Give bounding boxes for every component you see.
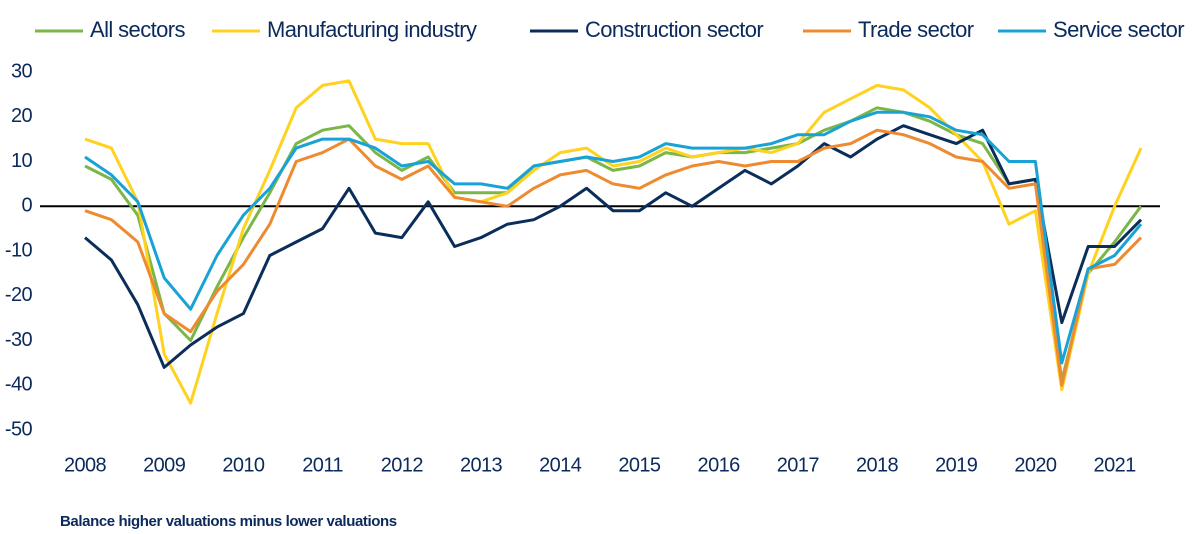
series-line <box>84 124 1143 369</box>
x-tick-label: 2010 <box>222 454 265 476</box>
y-tick-label: -20 <box>5 284 33 306</box>
x-tick-label: 2021 <box>1094 454 1137 476</box>
x-tick-label: 2019 <box>935 454 978 476</box>
y-tick-label: 30 <box>11 60 33 82</box>
y-tick-label: 10 <box>11 150 33 172</box>
footnote: Balance higher valuations minus lower va… <box>60 513 397 530</box>
y-tick-label: -30 <box>5 329 33 351</box>
x-tick-label: 2015 <box>618 454 661 476</box>
x-tick-label: 2009 <box>143 454 186 476</box>
x-tick-label: 2014 <box>539 454 582 476</box>
x-tick-label: 2011 <box>302 454 343 476</box>
series-line <box>84 79 1143 405</box>
x-tick-label: 2017 <box>777 454 820 476</box>
x-tick-label: 2012 <box>381 454 424 476</box>
series-line <box>84 110 1143 365</box>
legend-label: Service sector <box>1053 17 1184 42</box>
x-tick-label: 2018 <box>856 454 899 476</box>
x-tick-label: 2016 <box>698 454 741 476</box>
legend-label: Construction sector <box>585 17 763 42</box>
y-tick-label: 20 <box>11 105 33 127</box>
y-tick-label: -40 <box>5 374 33 396</box>
x-tick-label: 2020 <box>1014 454 1057 476</box>
legend-label: Manufacturing industry <box>267 17 477 42</box>
x-tick-label: 2008 <box>64 454 107 476</box>
y-tick-label: -50 <box>5 418 33 440</box>
series-line <box>84 106 1143 383</box>
legend-label: All sectors <box>90 17 185 42</box>
y-tick-label: 0 <box>21 195 32 217</box>
x-tick-label: 2013 <box>460 454 503 476</box>
y-tick-label: -10 <box>5 239 33 261</box>
series-line <box>84 128 1143 387</box>
legend-label: Trade sector <box>858 17 974 42</box>
